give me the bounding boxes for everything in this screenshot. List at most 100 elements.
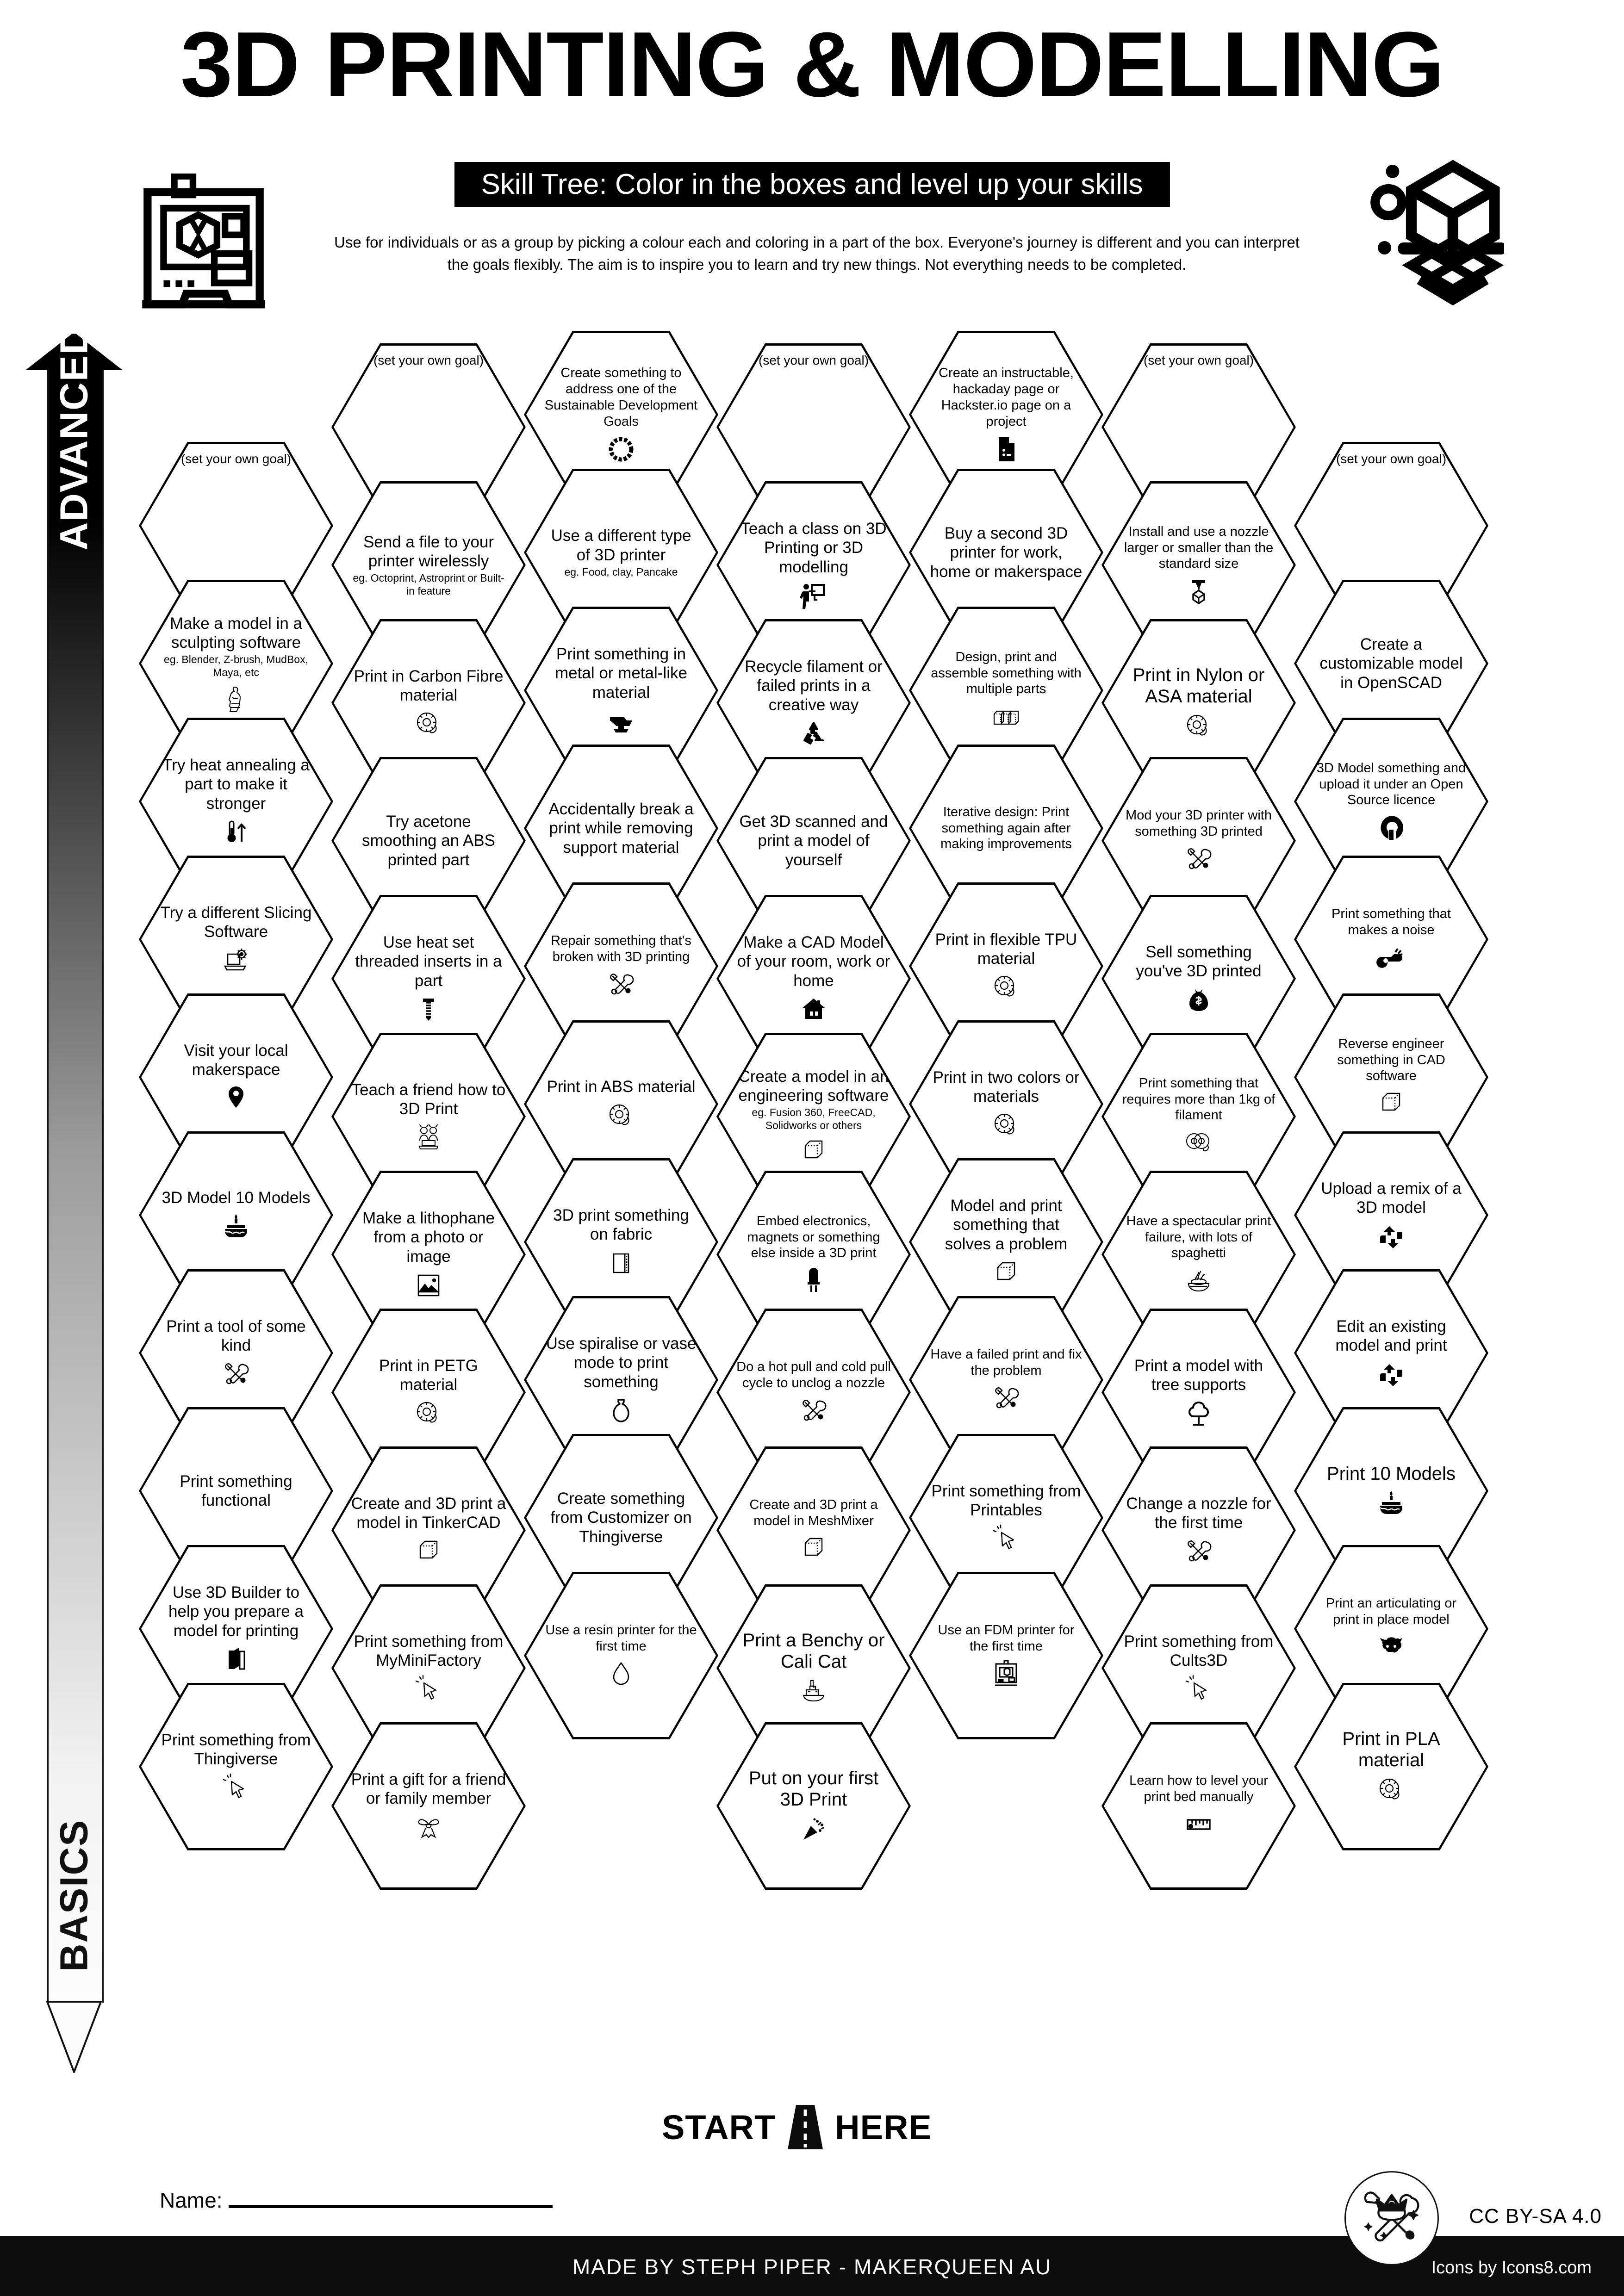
filament-spool-icon: [1184, 712, 1213, 741]
skill-title: Use an FDM printer for the first time: [938, 1623, 1075, 1654]
tools-icon: [799, 1396, 828, 1426]
money-bag-icon: [1184, 985, 1213, 1015]
skill-title: Iterative design: Print something again …: [940, 804, 1072, 852]
skill-hex-body: Make a lithophane from a photo or image: [334, 1173, 523, 1336]
three-boxes-icon: [991, 702, 1021, 732]
skill-title: Create and 3D print a model in TinkerCAD: [351, 1494, 506, 1532]
skill-hex-c4r11[interactable]: Put on your first 3D Print: [716, 1722, 911, 1890]
skill-title: Print in Carbon Fibre material: [354, 667, 504, 704]
set-your-own-goal-label: (set your own goal): [373, 353, 484, 367]
skill-hex-body: Create something to address one of the S…: [526, 333, 716, 496]
skill-hex-c2r3[interactable]: Print in Carbon Fibre material: [331, 619, 526, 787]
party-icon: [799, 1815, 828, 1844]
skill-title: Create an instructable, hackaday page or…: [939, 366, 1074, 429]
cake-icon: [221, 1212, 251, 1242]
skill-title: Put on your first 3D Print: [748, 1768, 879, 1810]
skill-title: Teach a friend how to 3D Print: [351, 1080, 506, 1118]
skill-hex-c4r4[interactable]: Get 3D scanned and print a model of your…: [716, 757, 911, 925]
nozzle-icon: [1184, 577, 1213, 606]
filament-spool-icon: [606, 1101, 636, 1131]
skill-hex-c4r2[interactable]: Teach a class on 3D Printing or 3D model…: [716, 481, 911, 649]
skill-title: Learn how to level your print bed manual…: [1129, 1773, 1268, 1804]
skill-hex-body: Print in PLA material: [1296, 1685, 1486, 1848]
skill-title: Try a different Slicing Software: [160, 903, 312, 941]
skill-title: Have a failed print and fix the problem: [930, 1347, 1082, 1378]
resin-drop-icon: [606, 1659, 636, 1689]
tools-icon: [606, 970, 636, 999]
skill-title: Visit your local makerspace: [184, 1041, 288, 1079]
photo-icon: [414, 1271, 443, 1300]
benchy-icon: [799, 1677, 828, 1706]
skill-title: Print something functional: [180, 1472, 292, 1509]
skill-hex-body: Use 3D Builder to help you prepare a mod…: [141, 1547, 331, 1710]
set-your-own-goal-label: (set your own goal): [180, 452, 292, 466]
skill-hex-body: Teach a class on 3D Printing or 3D model…: [719, 484, 908, 646]
footer-icons-credit: Icons by Icons8.com: [1431, 2258, 1592, 2277]
filament-spool-icon: [991, 973, 1021, 1002]
skill-title: Use a resin printer for the first time: [545, 1623, 697, 1654]
arrow-head: [25, 332, 123, 370]
skill-title: 3D print something on fabric: [553, 1206, 689, 1243]
skill-hex-c5r10[interactable]: Use an FDM printer for the first time: [909, 1572, 1103, 1739]
license-text: CC BY-SA 4.0: [1469, 2205, 1602, 2228]
skill-title: Print something that makes a noise: [1332, 906, 1451, 937]
skill-title: Print an articulating or print in place …: [1325, 1596, 1457, 1627]
skill-hex-c7r10[interactable]: Print in PLA material: [1294, 1683, 1488, 1850]
set-your-own-goal-label: (set your own goal): [758, 353, 869, 367]
skill-hex-body: Learn how to level your print bed manual…: [1104, 1725, 1294, 1887]
skill-title: Get 3D scanned and print a model of your…: [739, 813, 888, 869]
skill-subtitle: eg. Food, clay, Pancake: [564, 566, 678, 578]
dotted-cube-icon: [799, 1534, 828, 1564]
skill-subtitle: eg. Octoprint, Astroprint or Built-in fe…: [353, 572, 504, 597]
led-icon: [799, 1266, 828, 1296]
skill-hex-c5r3[interactable]: Design, print and assemble something wit…: [909, 607, 1103, 774]
skill-hex-c1r10[interactable]: Print something from Thingiverse: [139, 1683, 333, 1850]
skill-title: Create and 3D print a model in MeshMixer: [749, 1497, 878, 1528]
gift-bow-icon: [414, 1812, 443, 1842]
skill-title: Print in ABS material: [547, 1078, 696, 1096]
skill-title: Make a lithophane from a photo or image: [362, 1209, 495, 1266]
skill-title: Edit an existing model and print: [1335, 1317, 1447, 1354]
skill-title: Print something that requires more than …: [1122, 1075, 1276, 1123]
sculpture-icon: [221, 683, 251, 713]
skill-title: Print in PETG material: [379, 1356, 478, 1394]
filament-spool-icon: [991, 1111, 1021, 1140]
arrow-tail: [46, 2001, 102, 2073]
skill-hex-c1r3[interactable]: Try heat annealing a part to make it str…: [139, 718, 333, 885]
dotted-cube-icon: [1376, 1089, 1406, 1118]
skill-hex-c2r11[interactable]: Print a gift for a friend or family memb…: [331, 1722, 526, 1890]
skill-title: Repair something that's broken with 3D p…: [551, 933, 691, 964]
skill-title: Print a Benchy or Cali Cat: [742, 1630, 885, 1672]
skill-hex-c3r5[interactable]: Repair something that's broken with 3D p…: [524, 882, 718, 1050]
footer-credit: MADE BY STEPH PIPER - MAKERQUEEN AU: [572, 2255, 1052, 2279]
filament-spool-icon: [414, 1399, 443, 1428]
skill-title: Mod your 3D printer with something 3D pr…: [1126, 808, 1272, 839]
skill-hex-c3r10[interactable]: Use a resin printer for the first time: [524, 1572, 718, 1739]
name-input-line[interactable]: [229, 2205, 553, 2208]
skill-title: Use spiralise or vase mode to print some…: [546, 1334, 697, 1391]
start-label: START: [662, 2108, 776, 2147]
dotted-cube-icon: [414, 1537, 443, 1566]
two-people-laptop-icon: [414, 1123, 443, 1153]
skill-title: Print 10 Models: [1327, 1463, 1456, 1484]
skill-hex-body: Print a gift for a friend or family memb…: [334, 1725, 523, 1887]
skill-title: Print something from MyMiniFactory: [354, 1632, 504, 1669]
dotted-cube-icon: [799, 1136, 828, 1166]
whistle-icon: [1376, 943, 1406, 973]
tools-icon: [1184, 1537, 1213, 1566]
ruler-icon: [1184, 1810, 1213, 1839]
name-field[interactable]: Name:: [160, 2188, 553, 2213]
skill-title: Print a gift for a friend or family memb…: [351, 1770, 506, 1807]
cursor-click-icon: [991, 1524, 1021, 1554]
cursor-click-icon: [221, 1773, 251, 1803]
skill-hex-body: Put on your first 3D Print: [719, 1725, 908, 1887]
set-your-own-goal-label: (set your own goal): [1143, 353, 1254, 367]
skill-title: Print in PLA material: [1342, 1728, 1440, 1770]
skill-title: Model and print something that solves a …: [945, 1197, 1068, 1253]
skill-title: Try heat annealing a part to make it str…: [162, 756, 310, 813]
skill-title: Reverse engineer something in CAD softwa…: [1337, 1036, 1445, 1084]
skill-title: Create a customizable model in OpenSCAD: [1319, 635, 1463, 692]
skill-hex-c6r11[interactable]: Learn how to level your print bed manual…: [1101, 1722, 1296, 1890]
dotted-cube-icon: [991, 1258, 1021, 1288]
